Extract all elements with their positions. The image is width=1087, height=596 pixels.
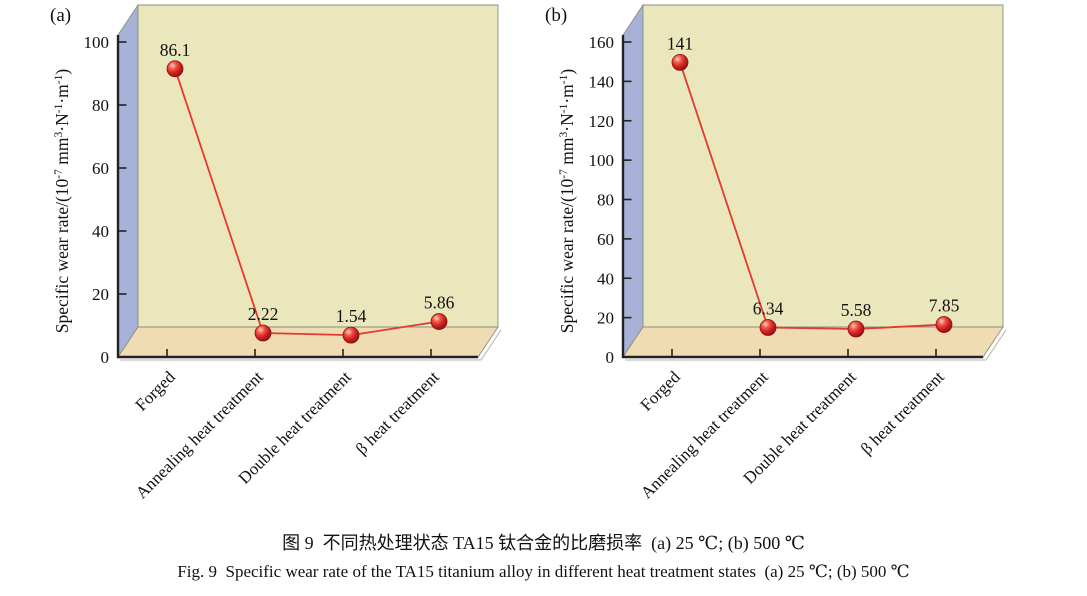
data-point-label: 86.1 [160,40,191,60]
caption-chinese: 图 9 不同热处理状态 TA15 钛合金的比磨损率 (a) 25 ℃; (b) … [282,533,805,553]
y-axis-title: Specific wear rate/(10-7 mm3·N-1·m-1) [557,69,577,334]
y-axis-tick-label: 60 [597,230,614,249]
data-point-label: 6.34 [753,299,784,319]
y-axis-tick-label: 140 [589,72,615,91]
panel-shadow-edge [625,329,1007,361]
y-axis-tick-label: 80 [597,191,614,210]
y-axis-tick-label: 0 [606,348,615,367]
data-point-label: 5.86 [424,293,455,313]
data-point-marker [254,324,272,342]
data-point-marker [430,313,448,330]
panel-back-wall [642,4,1004,328]
panel-b-tag: (b) [545,5,568,26]
data-point-marker [166,60,184,78]
y-axis-tick-label: 100 [84,33,110,52]
data-point-label: 7.85 [929,296,960,316]
y-axis-tick-label: 20 [597,309,614,328]
y-axis-tick-label: 160 [589,33,615,52]
y-axis-tick-label: 40 [597,269,614,288]
x-category-label: β heat treatment [857,367,948,458]
data-point-marker [342,326,360,344]
panel-floor [117,326,499,358]
y-axis-tick-label: 40 [92,222,109,241]
data-point-label: 1.54 [336,306,367,326]
y-axis-title: Specific wear rate/(10-7 mm3·N-1·m-1) [52,69,72,334]
data-point-label: 2.22 [248,304,279,324]
series-line [174,68,440,337]
data-point-marker [759,319,777,336]
data-point-label: 141 [667,33,693,53]
x-category-label: Forged [132,367,180,415]
y-axis-tick-label: 20 [92,285,109,304]
panel-shadow-edge [120,329,502,361]
y-axis-tick-label: 100 [589,151,615,170]
x-category-label: Forged [637,367,685,415]
caption-english: Fig. 9 Specific wear rate of the TA15 ti… [177,562,910,581]
panel-left-wall [622,3,644,359]
data-point-marker [935,316,953,333]
y-axis-tick-label: 0 [101,348,110,367]
y-axis-tick-label: 80 [92,96,109,115]
y-axis-tick-label: 120 [589,112,615,131]
y-axis-tick-label: 60 [92,159,109,178]
panel-a-tag: (a) [50,5,72,26]
data-point-label: 5.58 [841,300,872,320]
series-line [679,62,945,330]
x-category-label: β heat treatment [352,367,443,458]
data-point-marker [847,320,865,338]
data-point-marker [671,54,689,71]
panel-back-wall [137,4,499,328]
panel-left-wall [117,3,139,359]
